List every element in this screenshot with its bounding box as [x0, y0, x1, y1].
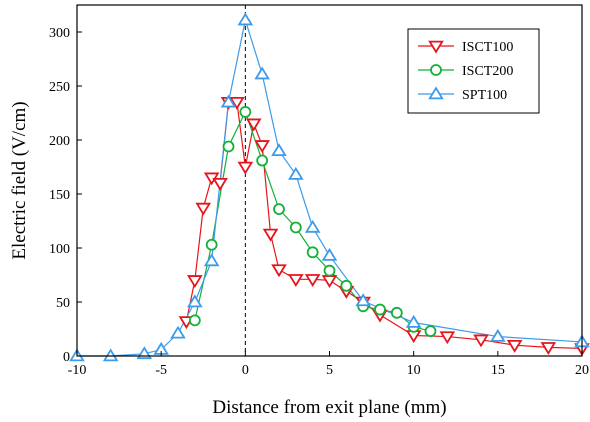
data-point-isct100: [321, 275, 338, 289]
data-point-isct100: [229, 96, 245, 110]
y-tick-label: 150: [49, 188, 70, 203]
data-point-isct200: [424, 325, 437, 338]
data-point-spt100: [203, 253, 220, 267]
data-point-isct200: [374, 303, 386, 316]
data-point-spt100: [321, 247, 338, 261]
y-tick-label: 300: [49, 26, 70, 41]
data-point-isct100: [245, 118, 262, 132]
data-point-spt100: [271, 143, 287, 157]
data-point-isct200: [306, 246, 319, 259]
y-tick-label: 250: [49, 80, 70, 95]
data-point-isct100: [262, 228, 279, 242]
data-point-isct200: [205, 238, 218, 251]
y-tick-label: 100: [49, 242, 70, 257]
data-point-spt100: [170, 325, 186, 339]
x-tick-label: 20: [575, 363, 589, 378]
y-tick-label: 0: [63, 350, 70, 365]
data-point-isct100: [187, 275, 203, 289]
data-point-spt100: [254, 66, 270, 80]
data-point-spt100: [355, 293, 371, 307]
data-point-isct100: [237, 161, 254, 175]
x-tick-label: 5: [326, 363, 333, 378]
data-point-spt100: [187, 294, 203, 308]
y-tick-label: 200: [49, 134, 70, 149]
data-point-isct200: [256, 154, 269, 167]
data-point-spt100: [288, 166, 304, 180]
data-point-isct100: [540, 342, 557, 355]
y-axis-title: Electric field (V/cm): [9, 101, 30, 259]
x-tick-label: 0: [242, 363, 249, 378]
data-point-spt100: [102, 348, 119, 362]
data-point-isct200: [289, 221, 302, 234]
data-point-isct200: [273, 203, 285, 216]
legend-marker-isct200: [430, 64, 442, 76]
data-point-isct200: [390, 306, 403, 319]
data-point-spt100: [237, 12, 254, 26]
data-point-isct100: [288, 274, 304, 287]
data-point-isct200: [222, 140, 235, 153]
x-tick-label: 15: [491, 363, 505, 378]
legend-label-isct200: ISCT200: [462, 64, 513, 79]
y-tick-label: 50: [56, 296, 70, 311]
data-point-isct100: [506, 339, 523, 353]
data-point-isct100: [212, 177, 228, 191]
data-point-isct100: [195, 202, 212, 216]
legend-label-spt100: SPT100: [462, 88, 507, 103]
x-axis-title: Distance from exit plane (mm): [212, 397, 446, 418]
data-point-spt100: [220, 94, 237, 108]
plot-content: [69, 5, 590, 362]
x-tick-label: 10: [407, 363, 421, 378]
data-point-spt100: [304, 219, 321, 233]
data-point-isct200: [323, 264, 336, 277]
legend-marker-spt100: [428, 86, 444, 100]
data-point-spt100: [490, 328, 506, 342]
legend: ISCT100 ISCT200 SPT100: [407, 28, 540, 114]
legend-label-isct100: ISCT100: [462, 40, 513, 55]
data-point-isct100: [271, 264, 287, 278]
data-point-isct100: [254, 140, 270, 154]
data-point-isct100: [304, 274, 321, 287]
x-tick-label: -10: [68, 363, 87, 378]
x-tick-label: -5: [155, 363, 167, 378]
data-point-isct100: [473, 334, 489, 348]
data-point-spt100: [405, 314, 422, 328]
data-point-isct200: [340, 279, 353, 292]
data-point-isct200: [188, 314, 201, 327]
data-point-isct100: [439, 331, 456, 345]
data-point-isct200: [239, 106, 252, 118]
legend-marker-isct100: [428, 40, 444, 54]
